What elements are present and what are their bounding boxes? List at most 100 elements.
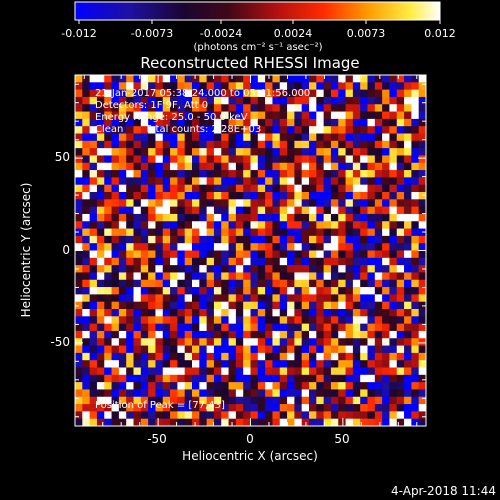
heatmap-cell: [396, 257, 405, 266]
heatmap-cell: [316, 382, 325, 390]
heatmap-cell: [389, 140, 398, 149]
heatmap-cell: [279, 411, 288, 420]
heatmap-cell: [206, 111, 215, 120]
heatmap-cell: [352, 184, 361, 193]
heatmap-cell: [301, 265, 310, 273]
heatmap-cell: [360, 228, 368, 237]
heatmap-cell: [228, 257, 237, 266]
heatmap-cell: [382, 389, 390, 398]
heatmap-cell: [228, 352, 237, 361]
heatmap-cell: [389, 330, 398, 339]
heatmap-cell: [287, 228, 295, 237]
heatmap-cell: [287, 279, 295, 288]
heatmap-cell: [418, 257, 427, 266]
heatmap-cell: [221, 374, 229, 383]
heatmap-cell: [250, 411, 259, 420]
heatmap-cell: [155, 301, 164, 310]
heatmap-cell: [389, 199, 398, 208]
heatmap-cell: [126, 235, 134, 244]
heatmap-cell: [345, 396, 354, 405]
heatmap-cell: [184, 82, 193, 91]
heatmap-cell: [411, 192, 420, 200]
heatmap-cell: [104, 243, 112, 251]
heatmap-cell: [257, 235, 266, 244]
heatmap-cell: [133, 213, 142, 222]
heatmap-cell: [213, 367, 222, 376]
heatmap-cell: [345, 221, 354, 229]
heatmap-cell: [192, 140, 200, 149]
heatmap-cell: [111, 133, 120, 142]
heatmap-cell: [330, 228, 339, 237]
heatmap-cell: [301, 192, 310, 200]
heatmap-cell: [374, 104, 383, 112]
heatmap-cell: [82, 162, 91, 171]
heatmap-cell: [228, 301, 237, 310]
heatmap-cell: [228, 206, 237, 215]
heatmap: [75, 75, 427, 427]
heatmap-cell: [367, 338, 376, 346]
heatmap-cell: [309, 184, 317, 193]
heatmap-cell: [192, 250, 200, 259]
heatmap-cell: [162, 316, 171, 325]
heatmap-cell: [316, 148, 325, 156]
heatmap-cell: [133, 309, 142, 317]
heatmap-cell: [206, 148, 215, 156]
heatmap-cell: [133, 170, 142, 178]
heatmap-cell: [287, 235, 295, 244]
heatmap-cell: [133, 382, 142, 390]
heatmap-cell: [352, 382, 361, 390]
heatmap-cell: [360, 184, 368, 193]
heatmap-cell: [140, 148, 149, 156]
heatmap-cell: [411, 243, 420, 251]
heatmap-cell: [338, 140, 346, 149]
heatmap-cell: [367, 243, 376, 251]
heatmap-cell: [367, 192, 376, 200]
heatmap-cell: [352, 360, 361, 368]
heatmap-cell: [294, 404, 303, 412]
heatmap-cell: [206, 82, 215, 91]
heatmap-cell: [418, 294, 427, 303]
heatmap-cell: [265, 257, 273, 266]
heatmap-cell: [243, 133, 251, 142]
heatmap-cell: [170, 411, 178, 420]
heatmap-cell: [213, 75, 222, 83]
heatmap-cell: [265, 118, 273, 127]
heatmap-cell: [418, 126, 427, 134]
heatmap-cell: [140, 170, 149, 178]
heatmap-cell: [360, 221, 368, 229]
heatmap-cell: [367, 118, 376, 127]
heatmap-cell: [330, 75, 339, 83]
heatmap-cell: [338, 133, 346, 142]
heatmap-cell: [330, 265, 339, 273]
heatmap-cell: [228, 126, 237, 134]
heatmap-cell: [221, 265, 229, 273]
heatmap-cell: [404, 396, 412, 405]
heatmap-cell: [367, 89, 376, 98]
heatmap-cell: [272, 89, 281, 98]
heatmap-cell: [213, 257, 222, 266]
heatmap-cell: [75, 89, 83, 98]
heatmap-cell: [206, 192, 215, 200]
heatmap-cell: [330, 345, 339, 354]
heatmap-cell: [294, 82, 303, 91]
heatmap-cell: [162, 404, 171, 412]
x-axis-label: Heliocentric X (arcsec): [182, 449, 318, 463]
heatmap-cell: [309, 75, 317, 83]
heatmap-cell: [301, 199, 310, 208]
heatmap-cell: [192, 323, 200, 332]
heatmap-cell: [294, 111, 303, 120]
heatmap-cell: [404, 272, 412, 281]
heatmap-cell: [374, 111, 383, 120]
heatmap-cell: [206, 155, 215, 164]
heatmap-cell: [221, 126, 229, 134]
heatmap-cell: [374, 272, 383, 281]
heatmap-cell: [177, 294, 186, 303]
heatmap-cell: [338, 213, 346, 222]
heatmap-cell: [323, 162, 332, 171]
heatmap-cell: [126, 221, 134, 229]
heatmap-cell: [367, 96, 376, 105]
heatmap-cell: [287, 155, 295, 164]
heatmap-cell: [199, 96, 208, 105]
heatmap-cell: [301, 396, 310, 405]
heatmap-cell: [287, 206, 295, 215]
